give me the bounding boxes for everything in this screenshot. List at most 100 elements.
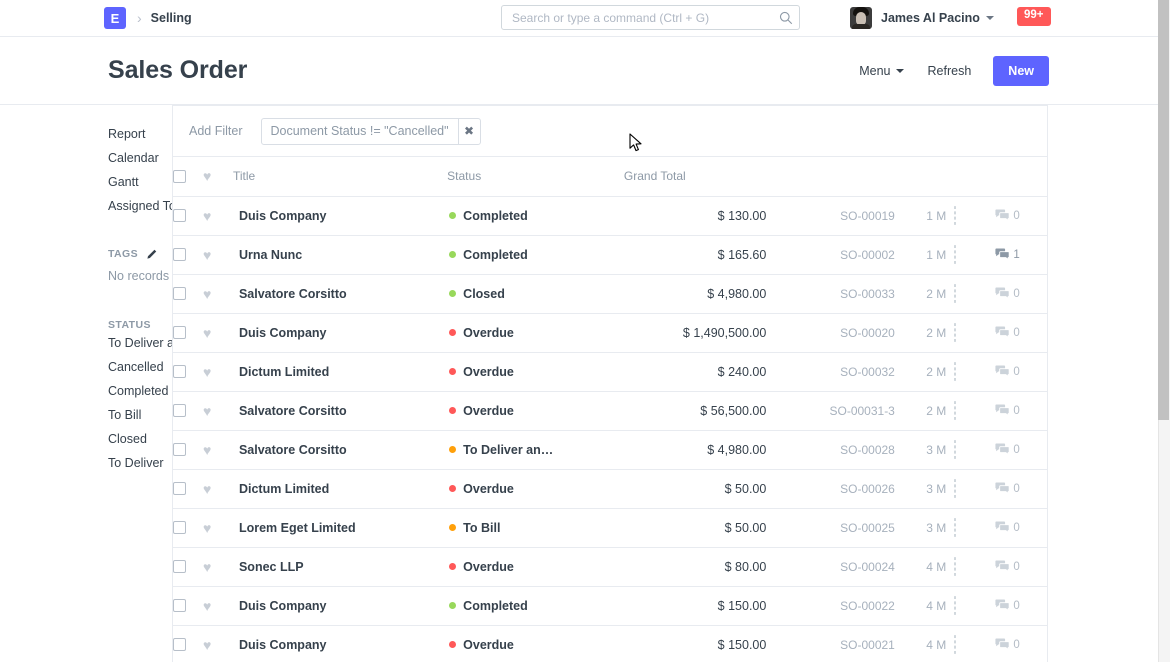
page-scrollbar-thumb[interactable]	[1158, 0, 1169, 420]
table-row[interactable]: ♥ Duis Company Overdue $ 1,490,500.00 SO-000…	[173, 313, 1047, 353]
table-row[interactable]: ♥ Urna Nunc Completed $ 165.60 SO-00002 1 M 1	[173, 235, 1047, 275]
table-row[interactable]: ♥ Duis Company Completed $ 150.00 SO-00022 4 …	[173, 586, 1047, 626]
sidebar-item-report[interactable]: Report	[108, 127, 146, 141]
assign-user-button[interactable]	[954, 556, 957, 576]
assign-user-button[interactable]	[954, 595, 957, 615]
column-header-grand-total[interactable]: Grand Total	[623, 157, 767, 197]
table-row[interactable]: ♥ Salvatore Corsitto Overdue $ 56,500.00 SO-…	[173, 391, 1047, 431]
notification-badge[interactable]: 99+	[1017, 7, 1051, 26]
row-checkbox[interactable]	[173, 326, 186, 339]
comment-button[interactable]: 1	[993, 248, 1047, 261]
order-id-link[interactable]: SO-00026	[840, 481, 895, 496]
new-button[interactable]: New	[993, 55, 1049, 86]
table-row[interactable]: ♥ Duis Company Overdue $ 150.00 SO-00021 4 M 0	[173, 625, 1047, 662]
row-title-link[interactable]: Urna Nunc	[238, 247, 303, 262]
order-id-link[interactable]: SO-00031-3	[829, 403, 895, 418]
heart-icon[interactable]: ♥	[202, 246, 212, 263]
heart-icon[interactable]: ♥	[202, 324, 212, 341]
heart-icon[interactable]: ♥	[202, 597, 212, 614]
row-title-link[interactable]: Duis Company	[238, 325, 327, 340]
comment-button[interactable]: 0	[993, 287, 1047, 300]
select-all-checkbox[interactable]	[173, 169, 186, 183]
order-id-link[interactable]: SO-00002	[840, 247, 895, 262]
assign-user-button[interactable]	[954, 283, 957, 303]
page-scrollbar[interactable]	[1158, 0, 1170, 662]
row-title-link[interactable]: Dictum Limited	[238, 481, 330, 496]
order-id-link[interactable]: SO-00033	[840, 286, 895, 301]
order-id-link[interactable]: SO-00019	[840, 208, 895, 223]
row-title-link[interactable]: Sonec LLP	[238, 559, 304, 574]
search-input[interactable]	[502, 6, 773, 29]
pencil-icon[interactable]	[146, 249, 157, 260]
order-id-link[interactable]: SO-00021	[840, 637, 895, 652]
row-title-link[interactable]: Lorem Eget Limited	[238, 520, 356, 535]
sidebar-item-calendar[interactable]: Calendar	[108, 151, 159, 165]
order-id-link[interactable]: SO-00028	[840, 442, 895, 457]
heart-icon[interactable]: ♥	[202, 207, 212, 224]
row-checkbox[interactable]	[173, 482, 186, 495]
order-id-link[interactable]: SO-00024	[840, 559, 895, 574]
order-id-link[interactable]: SO-00025	[840, 520, 895, 535]
row-title-link[interactable]: Dictum Limited	[238, 364, 330, 379]
column-header-status[interactable]: Status	[447, 157, 624, 197]
order-id-link[interactable]: SO-00020	[840, 325, 895, 340]
comment-button[interactable]: 0	[993, 560, 1047, 573]
assign-user-button[interactable]	[954, 517, 957, 537]
column-header-title[interactable]: Title	[232, 157, 448, 197]
comment-button[interactable]: 0	[993, 521, 1047, 534]
table-row[interactable]: ♥ Salvatore Corsitto Closed $ 4,980.00 SO-00…	[173, 274, 1047, 314]
comment-button[interactable]: 0	[993, 599, 1047, 612]
search-icon[interactable]	[773, 11, 799, 25]
breadcrumb-selling[interactable]: Selling	[150, 11, 192, 25]
table-row[interactable]: ♥ Dictum Limited Overdue $ 50.00 SO-00026 3 M…	[173, 469, 1047, 509]
row-title-link[interactable]: Duis Company	[238, 598, 327, 613]
row-checkbox[interactable]	[173, 521, 186, 534]
assign-user-button[interactable]	[954, 634, 957, 654]
assign-user-button[interactable]	[954, 439, 957, 459]
row-title-link[interactable]: Salvatore Corsitto	[238, 403, 347, 418]
user-menu[interactable]: James Al Pacino	[850, 4, 994, 32]
heart-icon[interactable]: ♥	[202, 519, 212, 536]
comment-button[interactable]: 0	[993, 209, 1047, 222]
comment-button[interactable]: 0	[993, 443, 1047, 456]
close-icon[interactable]: ✖	[457, 118, 480, 144]
heart-icon[interactable]: ♥	[202, 480, 212, 497]
heart-icon[interactable]: ♥	[202, 636, 212, 653]
row-title-link[interactable]: Salvatore Corsitto	[238, 286, 347, 301]
row-checkbox[interactable]	[173, 560, 186, 573]
global-search[interactable]	[501, 5, 800, 30]
assign-user-button[interactable]	[954, 205, 957, 225]
menu-button[interactable]: Menu	[849, 58, 913, 84]
table-row[interactable]: ♥ Salvatore Corsitto To Deliver an… $ 4,980…	[173, 430, 1047, 470]
row-title-link[interactable]: Salvatore Corsitto	[238, 442, 347, 457]
assign-user-button[interactable]	[954, 478, 957, 498]
order-id-link[interactable]: SO-00032	[840, 364, 895, 379]
heart-icon[interactable]: ♥	[202, 402, 212, 419]
assign-user-button[interactable]	[954, 361, 957, 381]
heart-icon[interactable]: ♥	[202, 441, 212, 458]
row-checkbox[interactable]	[173, 287, 186, 300]
heart-icon[interactable]: ♥	[202, 363, 212, 380]
row-checkbox[interactable]	[173, 443, 186, 456]
comment-button[interactable]: 0	[993, 482, 1047, 495]
row-checkbox[interactable]	[173, 599, 186, 612]
comment-button[interactable]: 0	[993, 326, 1047, 339]
table-row[interactable]: ♥ Dictum Limited Overdue $ 240.00 SO-00032 2 …	[173, 352, 1047, 392]
table-row[interactable]: ♥ Sonec LLP Overdue $ 80.00 SO-00024 4 M 0	[173, 547, 1047, 587]
comment-button[interactable]: 0	[993, 404, 1047, 417]
comment-button[interactable]: 0	[993, 638, 1047, 651]
order-id-link[interactable]: SO-00022	[840, 598, 895, 613]
app-logo-icon[interactable]: E	[104, 7, 126, 29]
filter-pill[interactable]: Document Status != "Cancelled" ✖	[260, 117, 481, 145]
row-title-link[interactable]: Duis Company	[238, 208, 327, 223]
row-checkbox[interactable]	[173, 248, 186, 261]
assign-user-button[interactable]	[954, 322, 957, 342]
row-title-link[interactable]: Duis Company	[238, 637, 327, 652]
add-filter-button[interactable]: Add Filter	[189, 124, 243, 138]
table-row[interactable]: ♥ Lorem Eget Limited To Bill $ 50.00 SO-0002…	[173, 508, 1047, 548]
sidebar-item-assigned-to-me[interactable]: Assigned To Me	[108, 199, 197, 213]
row-checkbox[interactable]	[173, 638, 186, 651]
sidebar-item-gantt[interactable]: Gantt	[108, 175, 139, 189]
row-checkbox[interactable]	[173, 209, 186, 222]
comment-button[interactable]: 0	[993, 365, 1047, 378]
